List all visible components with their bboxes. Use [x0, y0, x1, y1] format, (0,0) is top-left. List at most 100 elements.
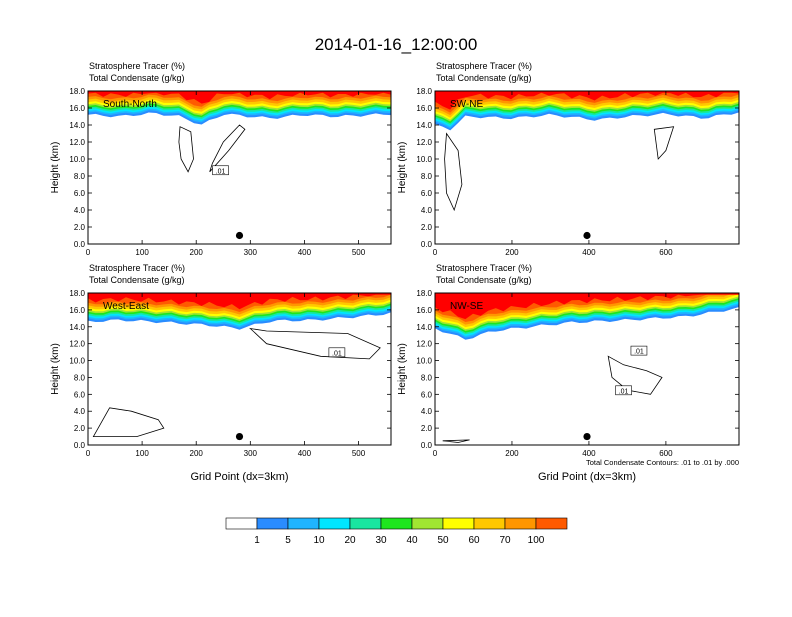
colorbar-tick-label: 70: [499, 535, 511, 546]
x-tick-label: 200: [505, 248, 519, 257]
colorbar-swatch: [504, 517, 537, 530]
x-tick-label: 400: [298, 248, 312, 257]
colorbar-swatch: [442, 517, 475, 530]
y-tick-label: 6.0: [74, 189, 86, 198]
contour-label: .01: [619, 388, 629, 395]
y-axis-label: Height (km): [50, 343, 61, 395]
colorbar-swatch: [535, 517, 568, 530]
condensate-contour: [92, 407, 165, 437]
x-tick-label: 400: [582, 449, 596, 458]
y-tick-label: 12.0: [69, 340, 85, 349]
y-tick-label: 10.0: [416, 357, 432, 366]
panel-label: South-North: [103, 99, 157, 110]
plot-area: [435, 91, 739, 212]
chart-panel-2: SW-NE 0.0 2.0 4.0 6.0 8.0 10.0 12.0 14.0 16.0 18.0…: [397, 61, 740, 257]
colorbar-tick-label: 50: [437, 535, 449, 546]
variable-label-condensate: Total Condensate (g/kg): [89, 73, 185, 83]
y-tick-label: 0.0: [421, 441, 433, 450]
y-tick-label: 14.0: [416, 323, 432, 332]
x-tick-label: 0: [86, 248, 91, 257]
x-tick-label: 0: [433, 248, 438, 257]
y-tick-label: 18.0: [416, 289, 432, 298]
x-tick-label: 100: [135, 449, 149, 458]
colorbar-swatch: [256, 517, 289, 530]
colorbar-swatch: [411, 517, 444, 530]
condensate-contour: [444, 132, 463, 212]
y-axis-label: Height (km): [50, 142, 61, 194]
plot-frame: [434, 292, 740, 446]
plot-frame: [87, 90, 392, 245]
condensate-contour: [249, 327, 381, 360]
tracer-band-top: [88, 91, 391, 104]
variable-label-tracer: Stratosphere Tracer (%): [436, 61, 532, 71]
variable-label-tracer: Stratosphere Tracer (%): [89, 61, 185, 71]
plot-area: .01 .01: [435, 293, 739, 443]
y-tick-label: 10.0: [69, 357, 85, 366]
tracer-band-top: [88, 293, 391, 310]
y-axis-label: Height (km): [397, 343, 408, 395]
y-tick-label: 0.0: [74, 441, 86, 450]
x-tick-label: 0: [86, 449, 91, 458]
tracer-band-top: [435, 91, 739, 110]
y-tick-label: 14.0: [69, 323, 85, 332]
y-tick-label: 4.0: [74, 206, 86, 215]
y-tick-label: 16.0: [69, 104, 85, 113]
contour-label-box: [630, 345, 648, 356]
variable-label-tracer: Stratosphere Tracer (%): [89, 263, 185, 273]
condensate-contour: [653, 126, 675, 160]
colorbar-tick-label: 1: [254, 535, 260, 546]
plot-area: .01: [88, 293, 391, 437]
y-tick-label: 18.0: [416, 87, 432, 96]
colorbar-tick-label: 10: [313, 535, 325, 546]
x-tick-label: 500: [352, 248, 366, 257]
colorbar-swatch: [318, 517, 351, 530]
colorbar: 1 5 10 20 30 40 50 60 70 100: [225, 517, 568, 546]
y-tick-label: 6.0: [421, 390, 433, 399]
condensate-contour: [607, 355, 663, 395]
y-tick-label: 12.0: [416, 340, 432, 349]
x-tick-label: 0: [433, 449, 438, 458]
x-tick-label: 300: [244, 449, 258, 458]
x-axis-label: Grid Point (dx=3km): [190, 471, 288, 483]
x-tick-label: 200: [190, 449, 204, 458]
y-tick-label: 14.0: [416, 121, 432, 130]
y-tick-label: 8.0: [74, 172, 86, 181]
x-tick-label: 400: [582, 248, 596, 257]
x-tick-label: 300: [244, 248, 258, 257]
x-tick-label: 100: [135, 248, 149, 257]
y-tick-label: 10.0: [416, 155, 432, 164]
y-tick-label: 18.0: [69, 87, 85, 96]
y-tick-label: 0.0: [74, 240, 86, 249]
contour-label: .01: [332, 350, 342, 357]
contour-label: .01: [634, 349, 644, 356]
y-tick-label: 6.0: [421, 189, 433, 198]
y-tick-label: 6.0: [74, 390, 86, 399]
condensate-contour: [209, 124, 246, 173]
y-tick-label: 2.0: [74, 424, 86, 433]
colorbar-swatch: [349, 517, 382, 530]
contour-note: Total Condensate Contours: .01 to .01 by…: [586, 458, 739, 467]
condensate-contour: [178, 126, 194, 173]
variable-label-tracer: Stratosphere Tracer (%): [436, 263, 532, 273]
y-tick-label: 4.0: [74, 407, 86, 416]
y-tick-label: 8.0: [74, 373, 86, 382]
chart-panel-1: .01 South-North 0.0 2.0 4.0 6.0 8.0 10.0 12.0 14.…: [50, 61, 392, 257]
y-tick-label: 2.0: [74, 223, 86, 232]
x-axis-label: Grid Point (dx=3km): [538, 471, 636, 483]
contour-label-box: [212, 165, 229, 176]
colorbar-swatch: [225, 517, 258, 530]
y-tick-label: 12.0: [416, 138, 432, 147]
panels: .01 South-North 0.0 2.0 4.0 6.0 8.0 10.0 12.0 14.…: [50, 61, 740, 483]
colorbar-swatch: [473, 517, 506, 530]
y-tick-label: 18.0: [69, 289, 85, 298]
variable-label-condensate: Total Condensate (g/kg): [89, 275, 185, 285]
x-tick-label: 600: [659, 248, 673, 257]
y-tick-label: 16.0: [416, 104, 432, 113]
panel-label: NW-SE: [450, 301, 483, 312]
colorbar-tick-label: 30: [375, 535, 387, 546]
contour-label: .01: [216, 168, 226, 175]
location-marker: [583, 231, 591, 240]
colorbar-tick-label: 20: [344, 535, 356, 546]
y-tick-label: 8.0: [421, 373, 433, 382]
